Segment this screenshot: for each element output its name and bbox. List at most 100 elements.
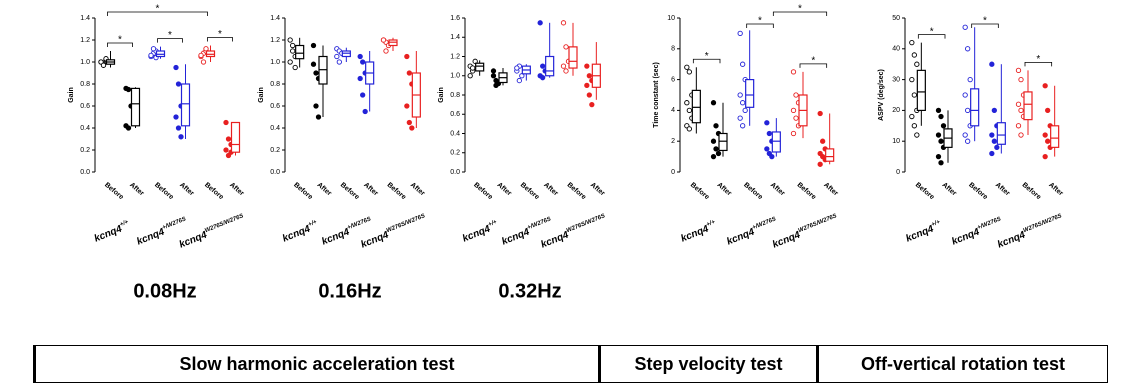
y-tick-label: 10 — [667, 15, 675, 22]
box — [1023, 91, 1033, 121]
data-point — [737, 30, 743, 37]
group-label: After — [228, 182, 245, 198]
y-tick-label: 0.2 — [80, 147, 90, 154]
genotype-sup: +/+ — [706, 219, 717, 228]
genotype-sup: +/W276S — [346, 216, 371, 231]
y-tick-label: 4 — [671, 107, 675, 114]
box — [825, 148, 835, 162]
group-label: Before — [339, 182, 361, 202]
data-point — [223, 147, 229, 153]
significance-label: * — [798, 4, 802, 15]
data-point — [200, 59, 207, 65]
data-point — [769, 153, 775, 160]
significance-label: * — [156, 4, 160, 15]
genotype-sup: +/+ — [931, 219, 942, 228]
genotype-sup: W276S/W276S — [566, 213, 606, 234]
data-point — [334, 53, 340, 60]
data-point — [790, 69, 797, 75]
data-point — [406, 70, 412, 76]
data-point — [1015, 67, 1022, 74]
frequency-label: 0.08Hz — [133, 280, 196, 302]
y-tick-label: 0.8 — [270, 81, 280, 88]
y-tick-label: 1.2 — [270, 37, 280, 44]
data-point — [989, 150, 995, 157]
data-point — [537, 20, 543, 26]
y-tick-label: 0.8 — [450, 92, 460, 99]
group-label: Before — [796, 182, 818, 202]
genotype-name: kcnq4 — [539, 229, 570, 250]
significance-label: * — [218, 29, 222, 40]
data-point — [686, 69, 692, 75]
y-tick-label: 0.6 — [450, 111, 460, 118]
y-tick-label: 8 — [671, 46, 675, 53]
data-point — [409, 125, 415, 131]
frequency-label: 0.16Hz — [318, 280, 381, 302]
genotype-label: kcnq4W276S/W276S — [996, 213, 1065, 250]
data-point — [909, 113, 915, 120]
data-point — [203, 46, 209, 52]
data-point — [310, 61, 317, 67]
significance-bracket — [1024, 61, 1053, 67]
data-point — [713, 123, 719, 129]
table-cell: Slow harmonic acceleration test — [36, 346, 601, 382]
data-point — [935, 107, 942, 114]
group-label: Before — [742, 182, 764, 202]
y-tick-label: 0.2 — [270, 147, 280, 154]
y-tick-label: 10 — [892, 138, 900, 145]
data-point — [911, 123, 917, 129]
data-point — [938, 113, 944, 120]
genotype-name: kcnq4 — [679, 223, 710, 244]
group-label: After — [822, 182, 839, 198]
box — [1050, 125, 1060, 148]
group-label: Before — [689, 182, 711, 202]
data-point — [793, 92, 799, 98]
genotype-label: kcnq4+/+ — [460, 219, 500, 244]
data-point — [740, 123, 746, 129]
y-tick-label: 1.0 — [450, 73, 460, 80]
data-point — [817, 161, 823, 167]
data-point — [290, 42, 296, 49]
data-point — [584, 63, 590, 69]
genotype-name: kcnq4 — [281, 223, 312, 244]
significance-bracket — [107, 42, 133, 47]
y-axis-label: Gain — [438, 87, 445, 103]
data-point — [586, 73, 592, 79]
genotype-sup: W276S/W276S — [386, 213, 426, 234]
table-cell: Step velocity test — [601, 346, 819, 382]
data-point — [1042, 83, 1048, 89]
group-label: After — [362, 182, 379, 198]
genotype-sup: +/+ — [119, 219, 130, 228]
data-point — [313, 70, 319, 76]
y-tick-label: 50 — [892, 15, 900, 22]
data-point — [173, 64, 179, 71]
box — [996, 122, 1006, 145]
genotype-name: kcnq4 — [93, 223, 124, 244]
data-point — [764, 120, 770, 126]
genotype-name: kcnq4 — [178, 229, 209, 250]
y-tick-label: 0.0 — [270, 169, 280, 176]
significance-bracket — [692, 58, 721, 64]
y-tick-label: 1.0 — [270, 59, 280, 66]
y-tick-label: 1.4 — [450, 34, 460, 41]
data-point — [940, 123, 947, 129]
significance-bracket — [799, 63, 828, 68]
box — [568, 46, 578, 69]
data-point — [989, 61, 995, 67]
significance-label: * — [811, 56, 815, 67]
data-point — [586, 92, 592, 98]
data-point — [563, 68, 569, 74]
data-point — [360, 92, 366, 98]
genotype-sup: +/W276S — [526, 216, 551, 231]
data-point — [911, 52, 917, 58]
data-point — [589, 101, 595, 108]
significance-label: * — [983, 16, 987, 27]
data-point — [467, 73, 473, 79]
data-point — [790, 107, 797, 114]
y-tick-label: 0 — [671, 169, 675, 176]
data-point — [357, 53, 363, 60]
genotype-sup: W276S/W276S — [204, 213, 244, 234]
data-point — [965, 107, 971, 114]
data-point — [1042, 132, 1048, 138]
genotype-label: kcnq4+/+ — [679, 219, 719, 244]
y-tick-label: 0 — [896, 169, 900, 176]
